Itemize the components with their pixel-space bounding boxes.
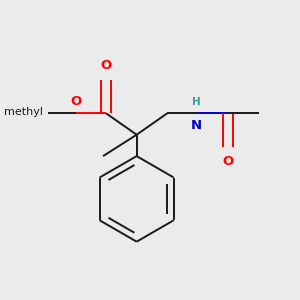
Text: O: O: [223, 154, 234, 168]
Text: N: N: [191, 119, 202, 132]
Text: H: H: [192, 97, 201, 106]
Text: O: O: [100, 59, 112, 72]
Text: O: O: [70, 95, 81, 108]
Text: methyl: methyl: [4, 107, 44, 117]
